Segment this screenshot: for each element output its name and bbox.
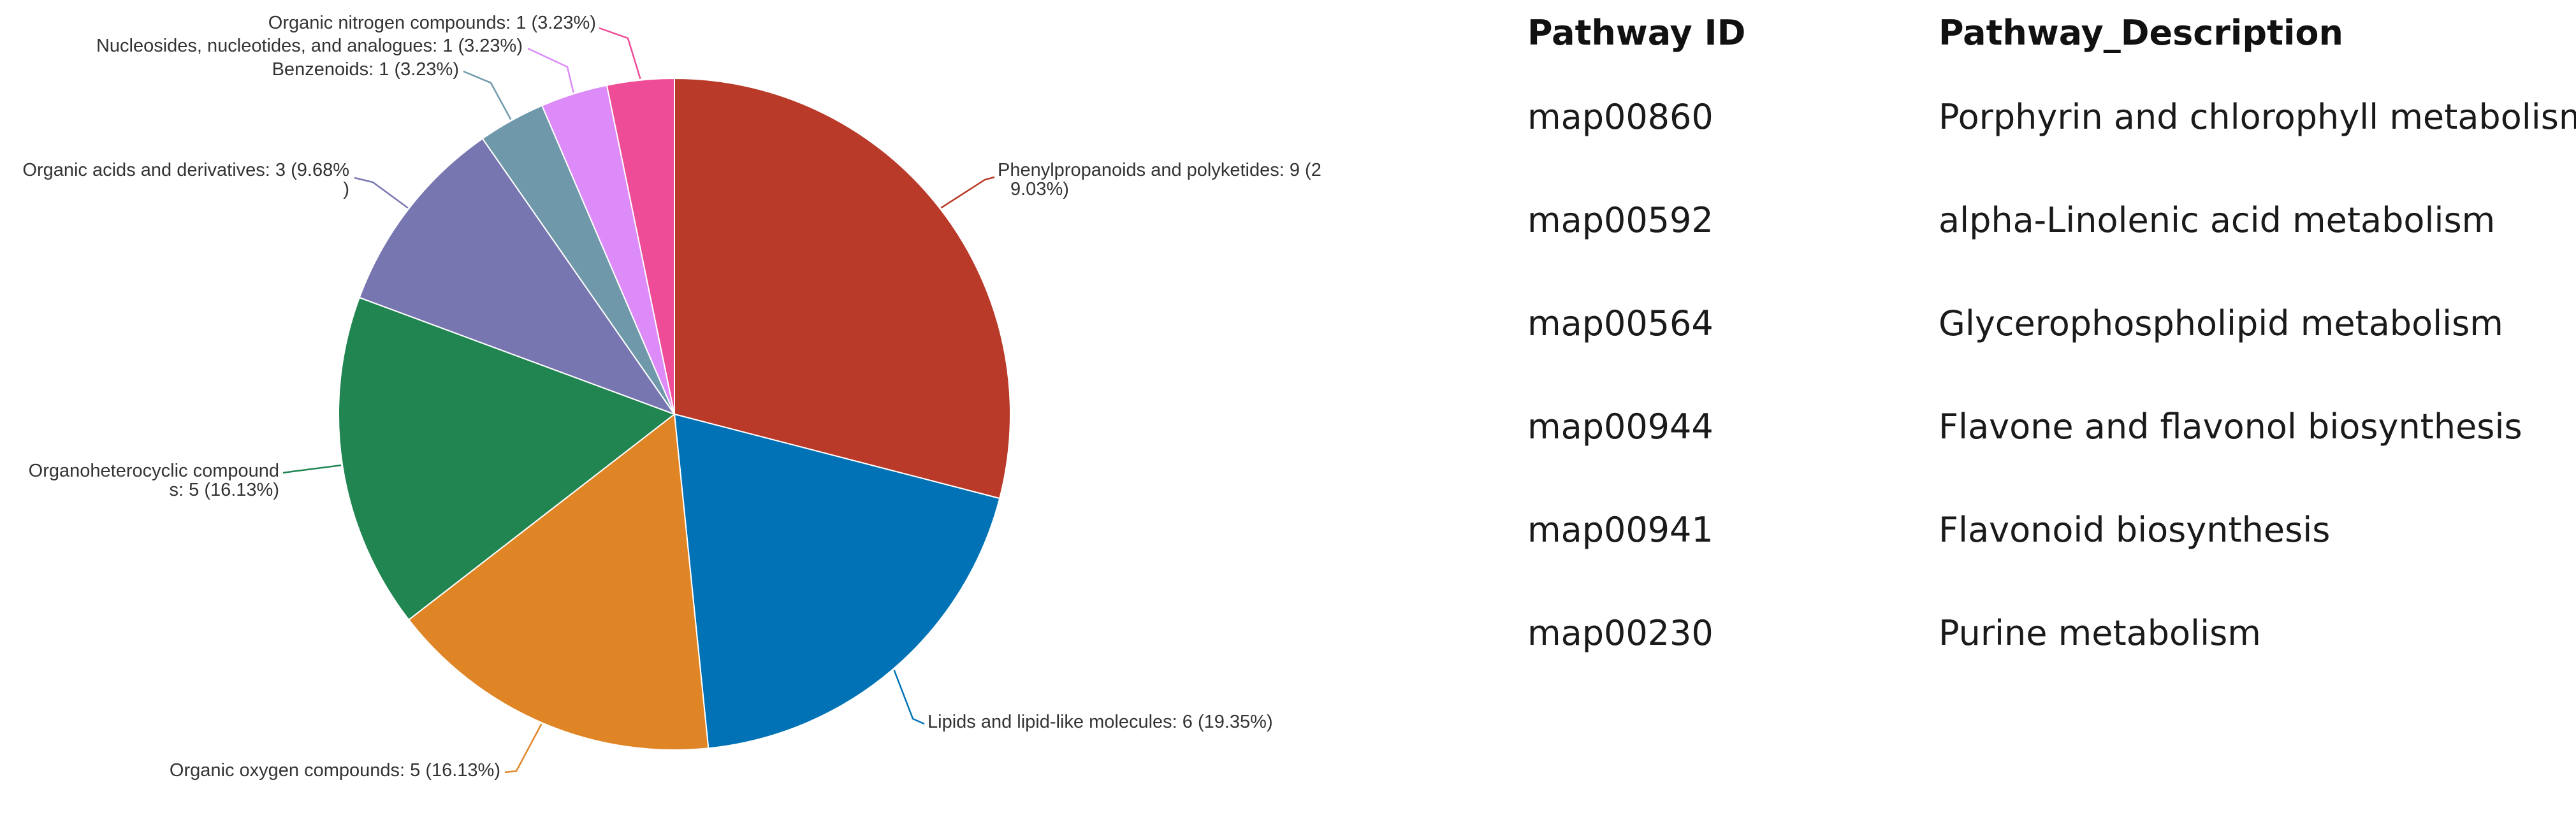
pathway-description-cell: Porphyrin and chlorophyll metabolism bbox=[1939, 97, 2576, 137]
pie-slices bbox=[338, 77, 1012, 751]
pie-slice-label: Organoheterocyclic compound s: 5 (16.13%) bbox=[29, 461, 279, 500]
pie-slice-label-line: Benzenoids: 1 (3.23%) bbox=[272, 59, 459, 80]
pie-leader-line bbox=[463, 70, 512, 120]
pathway-id-cell: map00860 bbox=[1527, 97, 1714, 137]
pie-slice bbox=[673, 413, 1001, 749]
pie-slice-label-line: Phenylpropanoids and polyketides: 9 (2 bbox=[998, 160, 1321, 180]
pathway-description-cell: alpha-Linolenic acid metabolism bbox=[1939, 200, 2496, 240]
pie-slice-label: Nucleosides, nucleotides, and analogues:… bbox=[96, 36, 523, 56]
pie-slice-label-line: 9.03%) bbox=[1010, 179, 1069, 199]
pie-slice-label-line: Organoheterocyclic compound bbox=[29, 461, 279, 481]
pathway-id-cell: map00941 bbox=[1527, 510, 1714, 550]
pie-slice-label-line: s: 5 (16.13%) bbox=[170, 480, 279, 500]
pie-leader-line bbox=[599, 27, 641, 80]
pathway-table: Pathway ID Pathway_Description map00860 P… bbox=[1527, 0, 2576, 815]
pie-slice-label-line: Lipids and lipid-like molecules: 6 (19.3… bbox=[928, 712, 1273, 732]
pathway-description-cell: Flavone and flavonol biosynthesis bbox=[1939, 407, 2522, 447]
pie-slice bbox=[358, 138, 676, 416]
pie-slice-label: Organic nitrogen compounds: 1 (3.23%) bbox=[268, 13, 596, 33]
pie-slice-label-line: Nucleosides, nucleotides, and analogues:… bbox=[96, 36, 523, 56]
pathway-description-cell: Purine metabolism bbox=[1939, 613, 2261, 653]
pathway-id-cell: map00230 bbox=[1527, 613, 1714, 653]
pie-leader-lines bbox=[282, 27, 995, 774]
pie-labels: Phenylpropanoids and polyketides: 9 (2 9.… bbox=[22, 13, 1321, 781]
pathway-description-cell: Flavonoid biosynthesis bbox=[1939, 510, 2331, 550]
header-pathway-id: Pathway ID bbox=[1527, 13, 1746, 53]
pie-slice bbox=[407, 413, 709, 751]
pathway-id-cell: map00564 bbox=[1527, 303, 1714, 343]
pie-chart: Phenylpropanoids and polyketides: 9 (2 9.… bbox=[22, 13, 1321, 781]
pie-slice-label-line: Organic oxygen compounds: 5 (16.13%) bbox=[170, 760, 500, 781]
pie-leader-line bbox=[354, 177, 409, 209]
pie-slice-label: Organic acids and derivatives: 3 (9.68%) bbox=[22, 160, 349, 199]
pie-slice-label-line: ) bbox=[343, 179, 349, 199]
pathway-id-cell: map00944 bbox=[1527, 407, 1714, 447]
pathway-description-cell: Glycerophospholipid metabolism bbox=[1939, 303, 2503, 343]
pie-slice-label: Organic oxygen compounds: 5 (16.13%) bbox=[170, 760, 500, 781]
pie-slice-label: Benzenoids: 1 (3.23%) bbox=[272, 59, 459, 80]
pie-slice-label: Phenylpropanoids and polyketides: 9 (2 9.… bbox=[998, 160, 1321, 199]
header-pathway-description: Pathway_Description bbox=[1939, 13, 2343, 53]
pie-leader-line bbox=[527, 47, 574, 93]
pie-slice bbox=[338, 296, 676, 621]
pie-slice-label-line: Organic nitrogen compounds: 1 (3.23%) bbox=[268, 13, 596, 33]
pie-slice-label: Lipids and lipid-like molecules: 6 (19.3… bbox=[928, 712, 1273, 732]
pathway-id-cell: map00592 bbox=[1527, 200, 1714, 240]
pie-slice bbox=[674, 77, 1012, 500]
pie-leader-line bbox=[940, 176, 995, 209]
pie-slice bbox=[606, 77, 675, 415]
pie-slice-label-line: Organic acids and derivatives: 3 (9.68% bbox=[22, 160, 349, 180]
pie-leader-line bbox=[504, 723, 542, 774]
pie-leader-line bbox=[893, 669, 925, 725]
pie-leader-line bbox=[282, 464, 342, 474]
